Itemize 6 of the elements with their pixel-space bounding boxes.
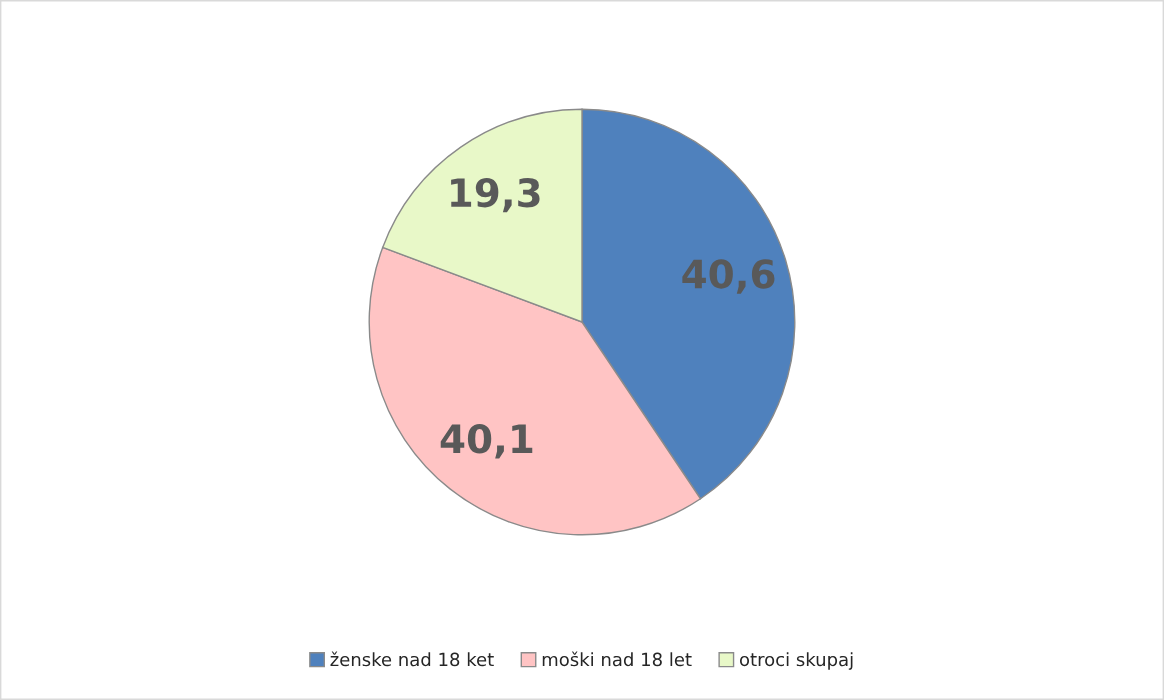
data-label: 40,6 — [682, 259, 775, 294]
data-label: 40,1 — [440, 424, 533, 459]
legend-label: moški nad 18 let — [542, 651, 692, 667]
legend-label: otroci skupaj — [739, 652, 853, 670]
data-label: 19,3 — [451, 177, 540, 213]
legend-label: ženske nad 18 ket — [330, 651, 494, 667]
